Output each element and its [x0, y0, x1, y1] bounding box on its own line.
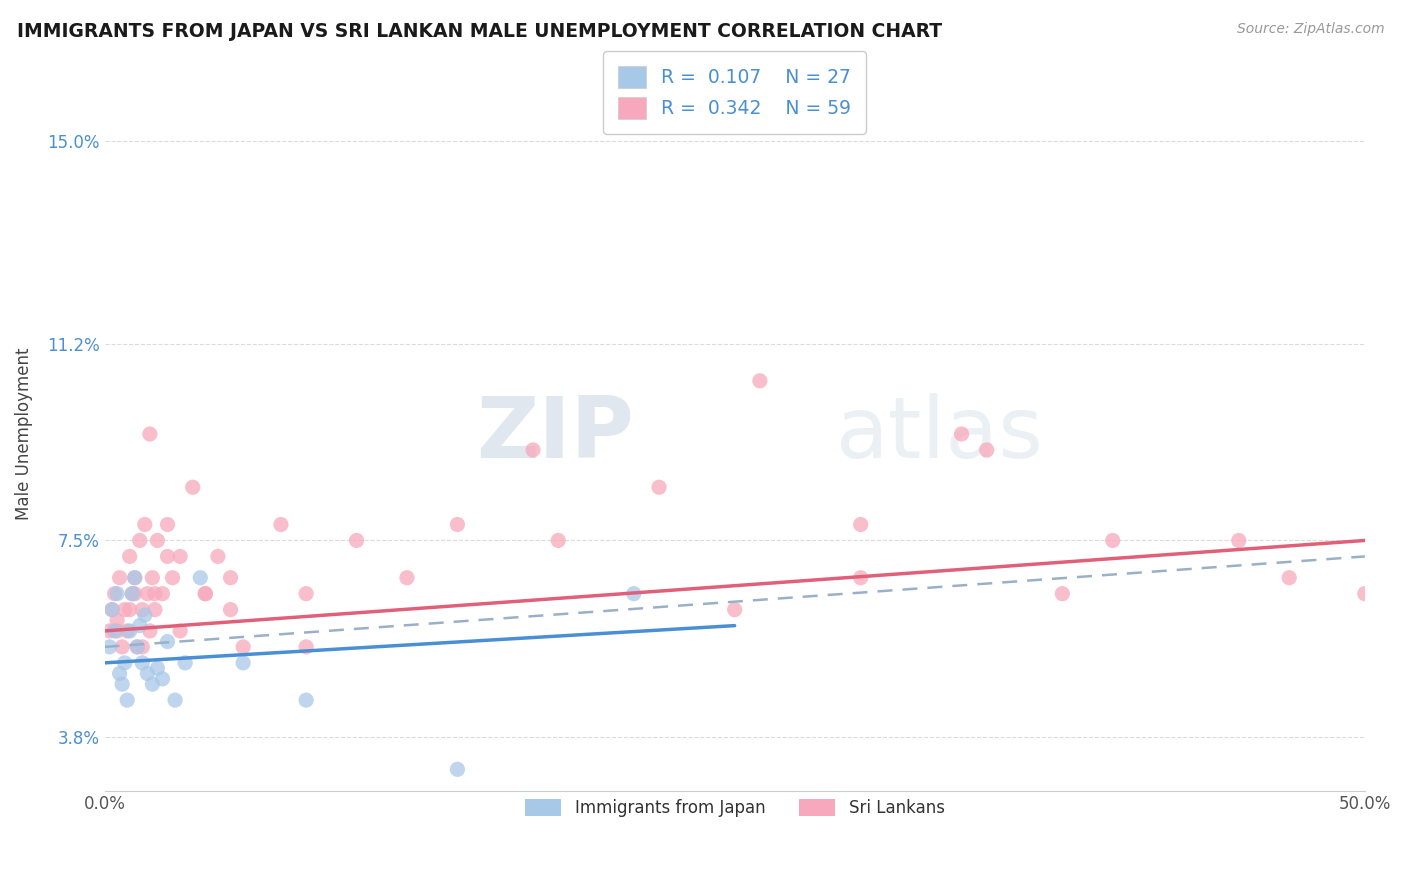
Point	[295, 693, 318, 707]
Point	[165, 693, 187, 707]
Point	[105, 624, 128, 638]
Point	[232, 656, 254, 670]
Point	[181, 480, 204, 494]
Point	[134, 607, 156, 622]
Point	[98, 640, 121, 654]
Point	[103, 624, 125, 638]
Point	[118, 624, 141, 638]
Point	[111, 677, 134, 691]
Point	[346, 533, 368, 548]
Point	[141, 677, 163, 691]
Point	[950, 427, 973, 442]
Point	[101, 602, 124, 616]
Point	[1227, 533, 1250, 548]
Point	[724, 602, 747, 616]
Point	[128, 618, 150, 632]
Legend: Immigrants from Japan, Sri Lankans: Immigrants from Japan, Sri Lankans	[516, 790, 953, 825]
Point	[115, 693, 138, 707]
Point	[124, 571, 146, 585]
Point	[105, 587, 128, 601]
Point	[395, 571, 418, 585]
Point	[131, 640, 153, 654]
Point	[547, 533, 569, 548]
Point	[108, 571, 131, 585]
Point	[134, 517, 156, 532]
Point	[146, 533, 169, 548]
Point	[131, 602, 153, 616]
Point	[131, 656, 153, 670]
Point	[108, 666, 131, 681]
Point	[127, 640, 149, 654]
Point	[152, 587, 174, 601]
Point	[748, 374, 770, 388]
Point	[143, 602, 166, 616]
Point	[270, 517, 292, 532]
Point	[124, 587, 146, 601]
Point	[156, 517, 179, 532]
Point	[98, 624, 121, 638]
Text: Source: ZipAtlas.com: Source: ZipAtlas.com	[1237, 22, 1385, 37]
Point	[194, 587, 217, 601]
Point	[139, 624, 162, 638]
Point	[295, 587, 318, 601]
Point	[188, 571, 211, 585]
Point	[136, 587, 159, 601]
Point	[146, 661, 169, 675]
Point	[1101, 533, 1123, 548]
Point	[295, 640, 318, 654]
Point	[115, 624, 138, 638]
Point	[152, 672, 174, 686]
Point	[156, 634, 179, 648]
Point	[219, 602, 242, 616]
Point	[623, 587, 645, 601]
Text: IMMIGRANTS FROM JAPAN VS SRI LANKAN MALE UNEMPLOYMENT CORRELATION CHART: IMMIGRANTS FROM JAPAN VS SRI LANKAN MALE…	[17, 22, 942, 41]
Point	[103, 587, 125, 601]
Point	[118, 549, 141, 564]
Point	[114, 602, 136, 616]
Point	[162, 571, 184, 585]
Point	[849, 517, 872, 532]
Point	[111, 640, 134, 654]
Point	[194, 587, 217, 601]
Point	[522, 442, 544, 457]
Point	[143, 587, 166, 601]
Point	[446, 517, 468, 532]
Point	[207, 549, 229, 564]
Point	[139, 427, 162, 442]
Point	[1052, 587, 1074, 601]
Point	[156, 549, 179, 564]
Point	[121, 587, 143, 601]
Point	[127, 640, 149, 654]
Point	[136, 666, 159, 681]
Point	[446, 762, 468, 776]
Point	[121, 587, 143, 601]
Point	[124, 571, 146, 585]
Text: ZIP: ZIP	[477, 392, 634, 475]
Point	[232, 640, 254, 654]
Y-axis label: Male Unemployment: Male Unemployment	[15, 348, 32, 520]
Point	[648, 480, 671, 494]
Point	[114, 656, 136, 670]
Point	[1354, 587, 1376, 601]
Point	[101, 602, 124, 616]
Point	[105, 613, 128, 627]
Point	[169, 624, 191, 638]
Point	[169, 549, 191, 564]
Point	[128, 533, 150, 548]
Point	[219, 571, 242, 585]
Point	[118, 602, 141, 616]
Point	[976, 442, 998, 457]
Point	[141, 571, 163, 585]
Point	[849, 571, 872, 585]
Point	[1278, 571, 1301, 585]
Text: atlas: atlas	[835, 392, 1043, 475]
Point	[174, 656, 197, 670]
